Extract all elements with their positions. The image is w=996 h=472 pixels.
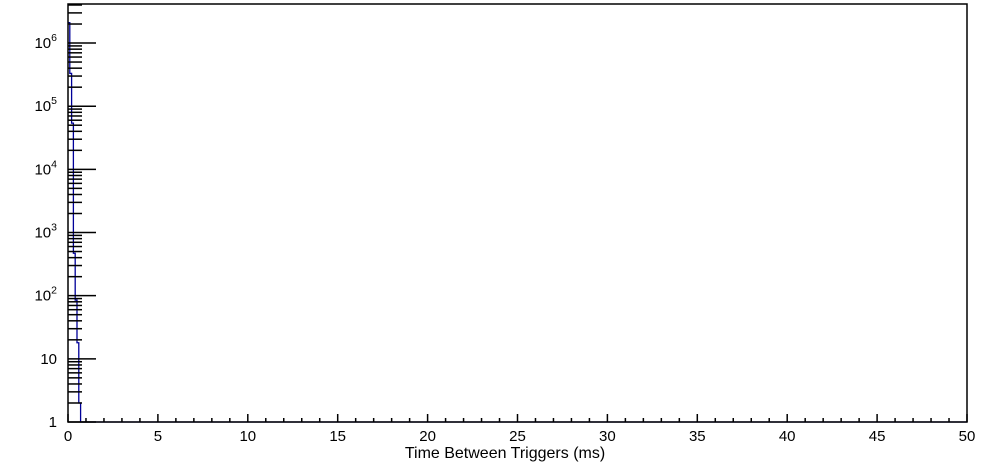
x-axis-labels: 0 5 10 15 20 25 30 35 40 45 50 [64,428,976,445]
x-tick-label: 40 [779,428,796,445]
x-tick-label: 45 [869,428,886,445]
y-tick-label: 1 [49,414,57,431]
x-tick-label: 25 [509,428,526,445]
x-tick-label: 5 [154,428,162,445]
x-tick-label: 20 [419,428,436,445]
x-axis-title: Time Between Triggers (ms) [405,445,605,462]
x-tick-label: 0 [64,428,72,445]
x-tick-label: 10 [239,428,256,445]
x-tick-label: 15 [329,428,346,445]
x-tick-label: 35 [689,428,706,445]
x-axis-ticks [67,414,968,422]
x-tick-label: 30 [599,428,616,445]
y-axis-ticks [68,4,96,423]
y-tick-label: 10 [40,351,57,368]
x-tick-label: 50 [959,428,976,445]
